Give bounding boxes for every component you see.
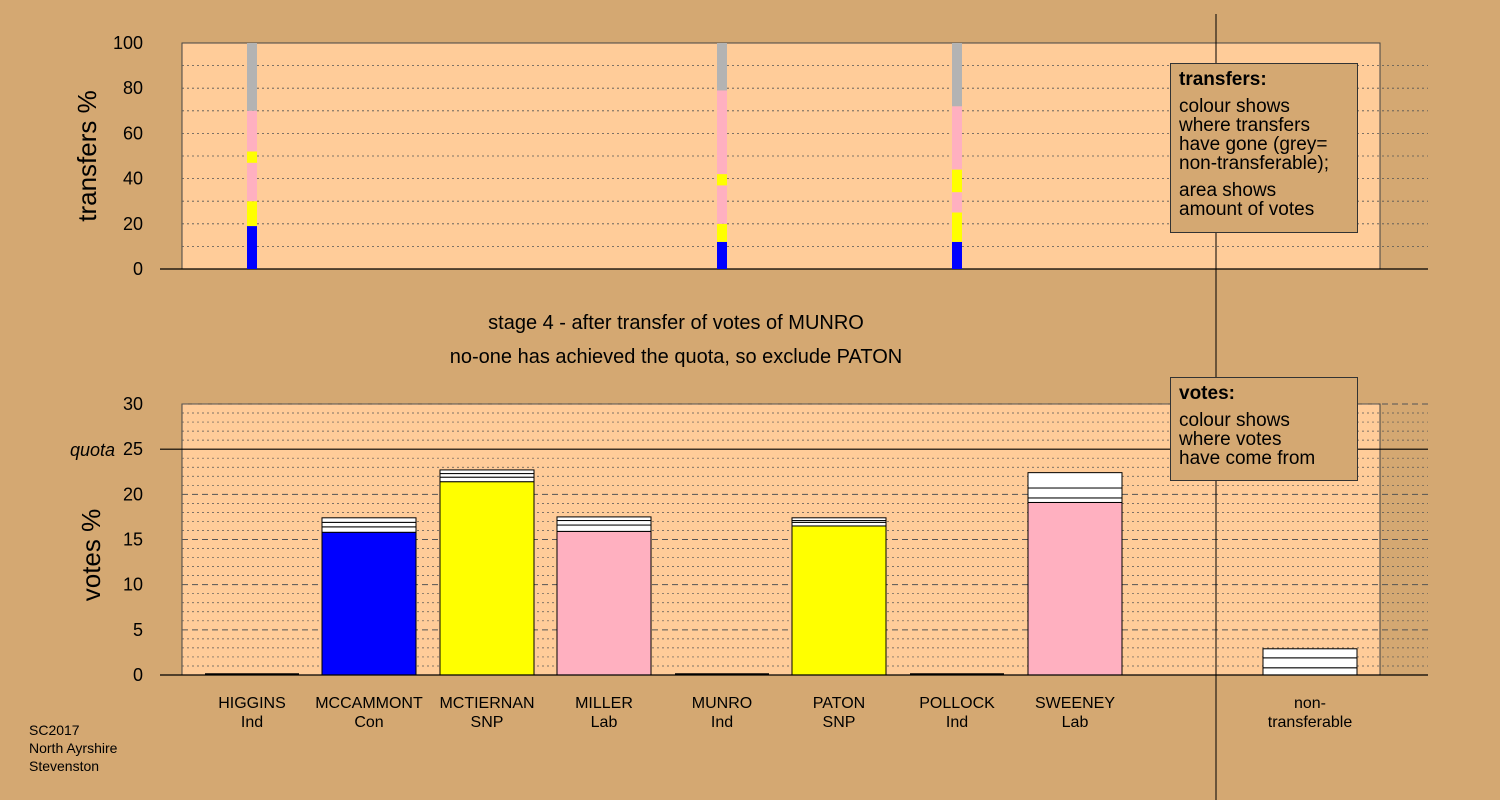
candidate-party-label: Ind: [241, 714, 263, 731]
transfer-segment-higgins: [247, 43, 257, 111]
transfers-y-tick-label: 100: [113, 33, 143, 53]
source-label: SC2017 North Ayrshire Stevenston: [29, 721, 117, 775]
candidate-name-label: PATON: [813, 695, 865, 712]
vote-transfer-segment: [439, 473, 535, 478]
candidate-party-label: Lab: [1062, 714, 1089, 731]
candidate-name-label: MCCAMMONT: [315, 695, 423, 712]
nontransferable-segment: [1262, 657, 1358, 669]
candidate-party-label: SNP: [471, 714, 504, 731]
vote-transfer-segment: [791, 517, 887, 522]
transfers-y-tick-label: 80: [123, 78, 143, 98]
stage-caption: stage 4 - after transfer of votes of MUN…: [488, 312, 864, 334]
votes-legend-title: votes:: [1179, 383, 1235, 404]
transfer-segment-pollock: [952, 212, 962, 242]
vote-transfer-segment: [321, 526, 417, 533]
source-council: North Ayrshire: [29, 740, 118, 756]
vote-transfer-segment: [556, 520, 652, 526]
transfers-y-tick-label: 20: [123, 214, 143, 234]
source-ward: Stevenston: [29, 758, 100, 774]
transfer-segment-munro: [717, 241, 727, 269]
transfers-legend-line: colour shows: [1179, 96, 1290, 117]
transfers-y-tick-label: 40: [123, 169, 143, 189]
vote-bar-mctiernan: [439, 481, 535, 676]
candidate-party-label: Con: [354, 714, 383, 731]
candidate-name-label: SWEENEY: [1035, 695, 1115, 712]
transfer-segment-pollock: [952, 241, 962, 269]
votes-y-tick-label: 15: [123, 530, 143, 550]
votes-legend-line: colour shows: [1179, 410, 1290, 431]
transfer-segment-higgins: [247, 110, 257, 152]
transfers-y-axis-label: transfers %: [72, 90, 102, 222]
votes-legend-line: have come from: [1179, 448, 1316, 469]
votes-legend-line: where votes: [1179, 429, 1282, 450]
status-caption: no-one has achieved the quota, so exclud…: [450, 346, 903, 368]
votes-y-axis-label: votes %: [76, 509, 106, 602]
transfer-segment-pollock: [952, 192, 962, 213]
source-election: SC2017: [29, 722, 80, 738]
transfer-segment-higgins: [247, 201, 257, 227]
candidate-party-label: Ind: [946, 714, 968, 731]
vote-transfer-segment: [791, 521, 887, 527]
vote-bar-sweeney: [1027, 501, 1123, 676]
vote-transfer-segment: [1027, 487, 1123, 499]
candidate-party-label: Lab: [591, 714, 618, 731]
vote-transfer-segment: [439, 469, 535, 475]
transfers-legend-line: have gone (grey=: [1179, 134, 1328, 155]
transfers-y-tick-label: 0: [133, 259, 143, 279]
vote-transfer-segment: [321, 517, 417, 523]
vote-transfer-segment: [1027, 497, 1123, 503]
vote-transfer-segment: [321, 521, 417, 528]
votes-y-tick-label: 25: [123, 439, 143, 459]
vote-bar-paton: [791, 525, 887, 676]
transfers-legend-line: where transfers: [1179, 115, 1310, 136]
votes-legend: votes: colour shows where votes have com…: [1170, 377, 1358, 481]
transfers-legend-line: non-transferable);: [1179, 153, 1329, 174]
quota-label: quota: [70, 440, 115, 460]
candidate-name-label: MILLER: [575, 695, 633, 712]
transfers-y-tick-label: 60: [123, 123, 143, 143]
transfer-segment-higgins: [247, 162, 257, 202]
transfers-legend-title: transfers:: [1179, 69, 1267, 90]
nontransferable-label: non-: [1294, 695, 1326, 712]
transfer-segment-pollock: [952, 106, 962, 170]
transfer-segment-munro: [717, 43, 727, 91]
transfer-segment-munro: [717, 90, 727, 175]
transfer-segment-pollock: [952, 43, 962, 107]
candidate-name-label: MUNRO: [692, 695, 752, 712]
votes-y-tick-label: 30: [123, 394, 143, 414]
vote-transfer-segment: [1027, 472, 1123, 489]
vote-bar-mccammont: [321, 531, 417, 676]
transfer-segment-higgins: [247, 151, 257, 163]
votes-y-tick-label: 5: [133, 620, 143, 640]
candidate-name-label: MCTIERNAN: [439, 695, 534, 712]
nontransferable-label: transferable: [1268, 714, 1353, 731]
votes-y-tick-label: 0: [133, 665, 143, 685]
nontransferable-segment: [1262, 648, 1358, 659]
vote-transfer-segment: [556, 524, 652, 532]
transfers-legend-line: amount of votes: [1179, 199, 1315, 220]
transfer-segment-pollock: [952, 169, 962, 193]
transfer-segment-munro: [717, 174, 727, 186]
candidate-party-label: SNP: [823, 714, 856, 731]
nontransferable-segment: [1262, 667, 1358, 676]
transfer-segment-higgins: [247, 226, 257, 269]
candidate-party-label: Ind: [711, 714, 733, 731]
votes-y-tick-label: 20: [123, 484, 143, 504]
candidate-name-label: HIGGINS: [218, 695, 286, 712]
candidate-name-label: POLLOCK: [919, 695, 995, 712]
transfer-segment-munro: [717, 185, 727, 224]
transfers-legend-line: area shows: [1179, 180, 1277, 201]
votes-y-tick-label: 10: [123, 575, 143, 595]
vote-transfer-segment: [556, 516, 652, 522]
transfers-legend: transfers: colour shows where transfers …: [1170, 63, 1358, 233]
vote-bar-miller: [556, 530, 652, 676]
vote-transfer-segment: [439, 476, 535, 483]
transfer-segment-munro: [717, 223, 727, 242]
